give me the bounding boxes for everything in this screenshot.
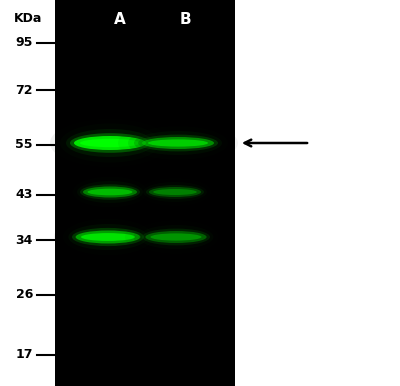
Ellipse shape	[74, 136, 146, 150]
Ellipse shape	[153, 189, 197, 195]
Ellipse shape	[63, 219, 153, 255]
Ellipse shape	[66, 129, 154, 157]
Text: B: B	[179, 12, 191, 27]
Ellipse shape	[80, 184, 140, 200]
Ellipse shape	[68, 224, 148, 250]
Ellipse shape	[134, 220, 218, 254]
Ellipse shape	[138, 135, 218, 151]
Ellipse shape	[72, 228, 144, 246]
Text: 72: 72	[16, 83, 33, 96]
Ellipse shape	[148, 139, 208, 147]
Text: 43: 43	[16, 188, 33, 201]
Ellipse shape	[150, 234, 202, 240]
Ellipse shape	[72, 177, 148, 207]
Ellipse shape	[139, 178, 211, 206]
Ellipse shape	[146, 185, 204, 199]
Text: 34: 34	[16, 234, 33, 247]
Ellipse shape	[76, 230, 140, 244]
Ellipse shape	[60, 124, 160, 163]
Ellipse shape	[50, 119, 170, 168]
Ellipse shape	[143, 182, 207, 202]
Ellipse shape	[149, 187, 201, 197]
Text: 26: 26	[16, 288, 33, 301]
Ellipse shape	[70, 133, 150, 153]
Ellipse shape	[81, 233, 135, 241]
Ellipse shape	[80, 139, 140, 147]
Text: 95: 95	[16, 37, 33, 49]
Ellipse shape	[77, 181, 143, 203]
Text: 55: 55	[16, 139, 33, 151]
Ellipse shape	[142, 137, 214, 149]
Ellipse shape	[142, 229, 210, 245]
Text: KDa: KDa	[14, 12, 42, 25]
Bar	[55, 0, 235, 386]
Text: A: A	[114, 12, 126, 27]
Ellipse shape	[146, 231, 207, 243]
Ellipse shape	[88, 189, 132, 195]
Ellipse shape	[138, 225, 214, 249]
Text: 17: 17	[16, 349, 33, 362]
Ellipse shape	[128, 126, 228, 160]
Ellipse shape	[83, 186, 137, 198]
Ellipse shape	[134, 131, 222, 155]
